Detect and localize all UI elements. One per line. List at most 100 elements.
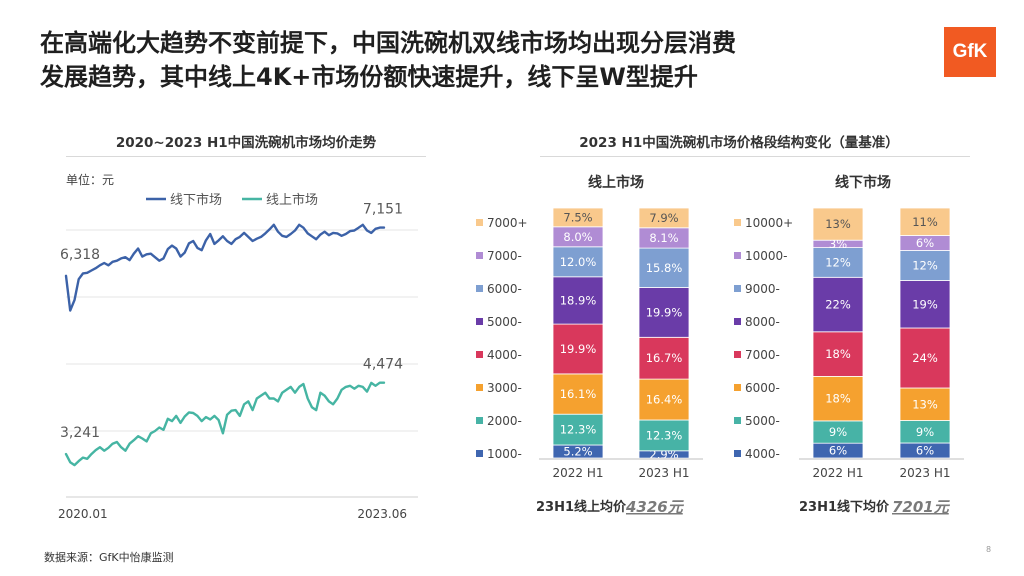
slide-title-line1: 在高端化大趋势不变前提下，中国洗碗机双线市场均出现分层消费 bbox=[40, 29, 736, 57]
avg-price-label-0: 23H1线上均价 bbox=[536, 499, 627, 515]
panel-title-0: 线上市场 bbox=[588, 174, 644, 191]
bar-segment-1-0-2 bbox=[812, 375, 864, 422]
legend-swatch-1-3 bbox=[734, 351, 741, 358]
legend-label-0-2: 3000- bbox=[487, 381, 522, 395]
legend-swatch-0-4 bbox=[476, 318, 483, 325]
series-start-label-1: 3,241 bbox=[60, 425, 100, 441]
bar-segment-1-1-2 bbox=[899, 387, 951, 421]
legend-swatch-1-6 bbox=[734, 252, 741, 259]
legend-label-0-6: 7000- bbox=[487, 249, 522, 263]
bar-label-1-0-1: 9% bbox=[829, 425, 847, 439]
panel-title-1: 线下市场 bbox=[835, 174, 891, 191]
bar-label-1-1-5: 12% bbox=[912, 259, 938, 273]
x-end-label: 2023.06 bbox=[357, 507, 407, 521]
legend-label-0: 线下市场 bbox=[170, 192, 222, 208]
legend-swatch-0-7 bbox=[476, 219, 483, 226]
bar-label-0-0-3: 19.9% bbox=[560, 342, 597, 356]
bar-label-0-1-1: 12.3% bbox=[646, 428, 683, 442]
data-source: 数据来源：GfK中怡康监测 bbox=[44, 551, 174, 564]
bar-label-0-1-7: 7.9% bbox=[649, 211, 678, 225]
bar-segment-1-0-3 bbox=[812, 331, 864, 377]
legend-label-1-1: 5000- bbox=[745, 414, 780, 428]
legend-label-1-4: 8000- bbox=[745, 315, 780, 329]
bar-segment-0-1-7 bbox=[638, 207, 690, 229]
bar-segment-0-1-2 bbox=[638, 378, 690, 421]
bar-label-1-1-6: 6% bbox=[916, 236, 934, 250]
bar-segment-0-0-7 bbox=[552, 207, 604, 228]
bar-segment-1-0-5 bbox=[812, 247, 864, 278]
legend-label-0-7: 7000+ bbox=[487, 216, 528, 230]
legend-label-1-7: 10000+ bbox=[745, 216, 793, 230]
category-label-0-1: 2023 H1 bbox=[638, 466, 689, 480]
bar-segment-0-0-1 bbox=[552, 413, 604, 446]
legend-label-1-3: 7000- bbox=[745, 348, 780, 362]
bar-label-1-0-0: 6% bbox=[829, 444, 847, 458]
legend-label-0-3: 4000- bbox=[487, 348, 522, 362]
bar-label-1-0-5: 12% bbox=[825, 256, 851, 270]
avg-price-value-0: 4326元 bbox=[625, 498, 685, 516]
gfk-logo: GfK bbox=[944, 27, 996, 77]
bar-chart-title-rule bbox=[540, 156, 970, 157]
bar-segment-1-1-5 bbox=[899, 250, 951, 281]
legend-swatch-1-5 bbox=[734, 285, 741, 292]
bar-label-1-1-1: 9% bbox=[916, 425, 934, 439]
legend-label-1-6: 10000- bbox=[745, 249, 788, 263]
legend-swatch-1-4 bbox=[734, 318, 741, 325]
bar-label-0-1-3: 16.7% bbox=[646, 351, 683, 365]
bar-label-0-1-4: 19.9% bbox=[646, 305, 683, 319]
legend-label-1-0: 4000- bbox=[745, 447, 780, 461]
bar-label-0-0-5: 12.0% bbox=[560, 255, 597, 269]
bar-chart-title: 2023 H1中国洗碗机市场价格段结构变化（量基准） bbox=[579, 135, 899, 151]
series-start-label-0: 6,318 bbox=[60, 247, 100, 263]
page-number: 8 bbox=[986, 545, 992, 554]
bar-segment-0-1-1 bbox=[638, 419, 690, 452]
legend-swatch-0-5 bbox=[476, 285, 483, 292]
bar-label-1-0-7: 13% bbox=[825, 217, 851, 231]
bar-segment-0-0-3 bbox=[552, 323, 604, 375]
series-end-label-1: 4,474 bbox=[363, 357, 403, 373]
bar-label-1-0-3: 18% bbox=[825, 347, 851, 361]
slide-title: 在高端化大趋势不变前提下，中国洗碗机双线市场均出现分层消费 发展趋势，其中线上4… bbox=[40, 26, 920, 94]
slide-title-line2: 发展趋势，其中线上4K+市场份额快速提升，线下呈W型提升 bbox=[40, 63, 698, 91]
bar-label-1-0-2: 18% bbox=[825, 392, 851, 406]
legend-swatch-1-1 bbox=[734, 417, 741, 424]
bar-label-0-0-7: 7.5% bbox=[563, 210, 592, 224]
legend-label-0-0: 1000- bbox=[487, 447, 522, 461]
bar-label-1-1-4: 19% bbox=[912, 297, 938, 311]
bar-label-0-1-5: 15.8% bbox=[646, 261, 683, 275]
bar-label-1-0-4: 22% bbox=[825, 298, 851, 312]
legend-label-0-4: 5000- bbox=[487, 315, 522, 329]
bar-label-0-0-0: 5.2% bbox=[563, 445, 592, 459]
x-start-label: 2020.01 bbox=[58, 507, 108, 521]
series-end-label-0: 7,151 bbox=[363, 202, 403, 218]
legend-swatch-1-7 bbox=[734, 219, 741, 226]
avg-price-value-1: 7201元 bbox=[892, 498, 951, 516]
bar-segment-1-1-7 bbox=[899, 207, 951, 236]
line-chart-title: 2020~2023 H1中国洗碗机市场均价走势 bbox=[115, 135, 377, 151]
bar-label-1-1-0: 6% bbox=[916, 444, 934, 458]
bar-label-1-1-7: 11% bbox=[912, 215, 938, 229]
line-chart-title-rule bbox=[66, 156, 426, 157]
legend-label-0-1: 2000- bbox=[487, 414, 522, 428]
legend-label-1-2: 6000- bbox=[745, 381, 780, 395]
legend-swatch-0-0 bbox=[476, 450, 483, 457]
bar-segment-0-0-4 bbox=[552, 276, 604, 325]
category-label-1-0: 2022 H1 bbox=[812, 466, 863, 480]
legend-label-1-5: 9000- bbox=[745, 282, 780, 296]
bar-label-0-1-6: 8.1% bbox=[649, 231, 678, 245]
unit-label: 单位：元 bbox=[66, 172, 114, 187]
bar-label-0-0-1: 12.3% bbox=[560, 423, 597, 437]
legend-swatch-0-6 bbox=[476, 252, 483, 259]
bar-label-0-0-2: 16.1% bbox=[560, 387, 597, 401]
category-label-1-1: 2023 H1 bbox=[899, 466, 950, 480]
bar-label-0-0-4: 18.9% bbox=[560, 294, 597, 308]
legend-swatch-0-3 bbox=[476, 351, 483, 358]
avg-price-label-1: 23H1线下均价 bbox=[799, 499, 890, 515]
bar-label-0-0-6: 8.0% bbox=[563, 230, 592, 244]
bar-segment-1-1-3 bbox=[899, 327, 951, 389]
bar-label-1-1-2: 13% bbox=[912, 397, 938, 411]
legend-swatch-1-0 bbox=[734, 450, 741, 457]
legend-swatch-0-1 bbox=[476, 417, 483, 424]
legend-label-0-5: 6000- bbox=[487, 282, 522, 296]
